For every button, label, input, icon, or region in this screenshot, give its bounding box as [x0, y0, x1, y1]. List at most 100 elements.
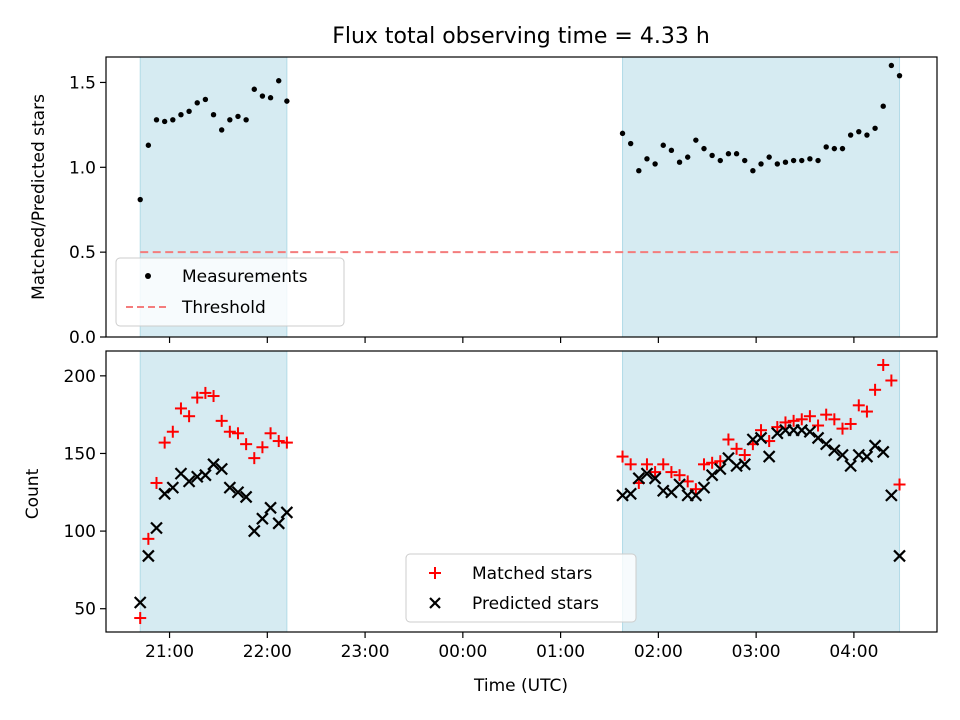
- bottom-legend-box: [405, 553, 637, 623]
- bottom-panel: 50 100 150 200 21:00 22:00 23:00 00:00 01:00 02:…: [23, 350, 938, 696]
- point-matched-stars: [730, 442, 743, 455]
- point-predicted-stars: [819, 437, 833, 451]
- point-matched-stars: [689, 483, 702, 496]
- point-measurements: [742, 157, 748, 164]
- point-matched-stars: [649, 466, 662, 479]
- legend-label-predicted-stars: Predicted stars: [472, 594, 599, 614]
- x-axis-label: Time (UTC): [473, 676, 568, 696]
- point-matched-stars: [134, 612, 147, 625]
- x-tick-label: 21:00: [145, 642, 194, 662]
- point-matched-stars: [893, 478, 906, 491]
- point-predicted-stars: [836, 448, 849, 462]
- legend-marker-measurements: [145, 273, 151, 279]
- top-observing-window-2: [622, 56, 901, 338]
- point-measurements: [644, 156, 650, 162]
- bottom-observing-windows: [139, 350, 901, 633]
- point-matched-stars: [828, 413, 841, 426]
- x-tick-label: 00:00: [438, 642, 487, 662]
- point-predicted-stars: [632, 472, 646, 485]
- point-measurements: [186, 108, 192, 115]
- bottom-legend: Matched stars Predicted stars: [405, 553, 637, 623]
- top-panel: 0.0 0.5 1.0 1.5 Matched/Predicted stars Mea…: [29, 56, 938, 348]
- point-matched-stars: [706, 456, 719, 469]
- x-tick-label: 04:00: [829, 642, 878, 662]
- legend-label-threshold: Threshold: [181, 298, 266, 318]
- point-matched-stars: [207, 390, 220, 403]
- point-measurements: [847, 132, 854, 138]
- point-predicted-stars: [133, 596, 147, 609]
- point-measurements: [276, 78, 282, 84]
- point-matched-stars: [779, 416, 792, 429]
- point-measurements: [717, 157, 723, 164]
- point-measurements: [831, 145, 838, 152]
- point-measurements: [880, 103, 886, 109]
- chart-title: Flux total observing time = 4.33 h: [332, 24, 710, 49]
- point-predicted-stars: [256, 512, 269, 525]
- point-predicted-stars: [150, 521, 163, 535]
- point-predicted-stars: [247, 524, 261, 538]
- point-matched-stars: [738, 449, 751, 462]
- point-measurements: [202, 96, 209, 103]
- point-measurements: [137, 196, 143, 203]
- point-matched-stars: [885, 374, 898, 387]
- point-measurements: [823, 144, 829, 150]
- top-y-tick-label: 0.0: [69, 328, 96, 348]
- point-measurements: [856, 128, 862, 135]
- point-matched-stars: [248, 452, 261, 465]
- point-predicted-stars: [215, 462, 228, 476]
- point-predicted-stars: [142, 549, 155, 563]
- point-predicted-stars: [860, 450, 874, 463]
- point-matched-stars: [812, 419, 825, 432]
- point-matched-stars: [673, 469, 686, 482]
- legend-label-matched-stars: Matched stars: [472, 564, 592, 584]
- point-predicted-stars: [697, 481, 711, 494]
- top-data-series: [137, 62, 903, 203]
- point-measurements: [758, 161, 764, 167]
- point-measurements: [725, 151, 732, 157]
- point-measurements: [733, 151, 740, 157]
- point-matched-stars: [199, 386, 212, 399]
- point-matched-stars: [657, 458, 670, 471]
- point-measurements: [652, 161, 658, 167]
- point-predicted-stars: [754, 431, 768, 445]
- point-measurements: [284, 98, 290, 104]
- point-matched-stars: [174, 402, 187, 415]
- legend-marker-predicted-stars: [429, 597, 441, 609]
- point-predicted-stars: [828, 444, 841, 457]
- point-matched-stars: [860, 405, 873, 418]
- x-tick-label: 03:00: [732, 642, 781, 662]
- bottom-y-tick-label: 200: [64, 367, 96, 387]
- point-predicted-stars: [624, 487, 637, 501]
- point-predicted-stars: [264, 501, 277, 515]
- bottom-y-tick-label: 50: [74, 600, 96, 620]
- point-predicted-stars: [223, 481, 237, 494]
- point-matched-stars: [240, 438, 253, 451]
- point-predicted-stars: [673, 478, 686, 491]
- point-matched-stars: [272, 435, 285, 448]
- point-measurements: [145, 142, 152, 148]
- top-legend-box: [115, 257, 345, 327]
- bottom-y-axis-ticks: 50 100 150 200: [64, 367, 106, 620]
- bottom-data-series: [133, 358, 906, 625]
- point-matched-stars: [803, 410, 816, 423]
- point-matched-stars: [624, 458, 637, 471]
- point-predicted-stars: [714, 462, 727, 476]
- bottom-observing-window-2: [622, 350, 901, 633]
- point-matched-stars: [844, 417, 857, 430]
- point-predicted-stars: [231, 485, 245, 499]
- point-predicted-stars: [166, 481, 180, 494]
- point-measurements: [693, 137, 699, 143]
- point-predicted-stars: [811, 431, 825, 445]
- point-predicted-stars: [280, 506, 294, 519]
- top-legend: Measurements Threshold: [115, 257, 345, 327]
- point-matched-stars: [191, 391, 204, 404]
- point-matched-stars: [142, 532, 155, 545]
- point-matched-stars: [158, 436, 171, 449]
- point-measurements: [251, 86, 257, 92]
- series-predicted-stars: [133, 423, 906, 609]
- point-measurements: [676, 159, 683, 165]
- top-observing-windows: [139, 56, 901, 338]
- point-measurements: [153, 117, 160, 123]
- point-measurements: [668, 147, 675, 154]
